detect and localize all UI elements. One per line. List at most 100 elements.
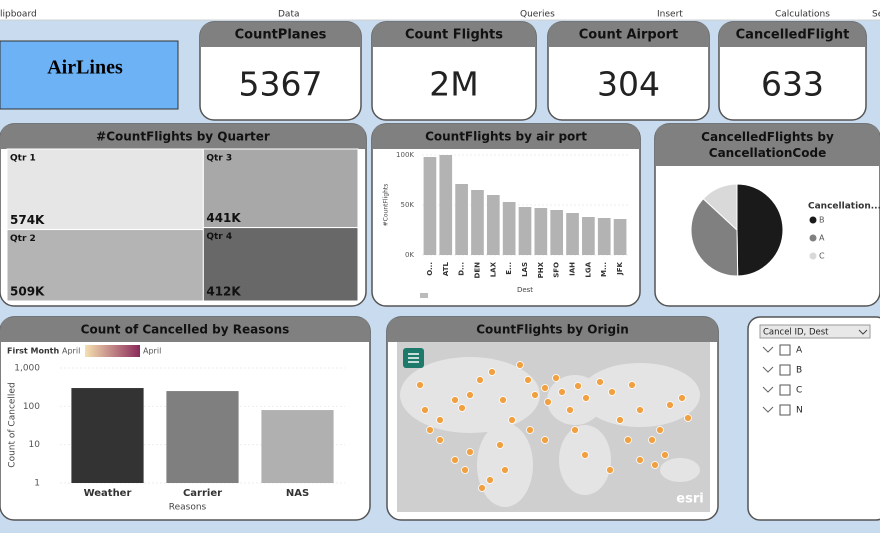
- tile-label: Qtr 1: [10, 154, 36, 164]
- map-point: [416, 381, 424, 389]
- y-tick-label: 1: [34, 479, 40, 489]
- chart-title: Count of Cancelled by Reasons: [81, 323, 290, 337]
- map-point: [606, 466, 614, 474]
- map-point: [478, 484, 486, 492]
- x-tick-label: D...: [458, 262, 466, 276]
- panel-header: [0, 124, 366, 149]
- card-title: CancelledFlight: [736, 28, 850, 43]
- card-value: 304: [597, 65, 660, 104]
- bar: [534, 208, 548, 255]
- map-point: [421, 406, 429, 414]
- map-point: [466, 391, 474, 399]
- map-point: [582, 394, 590, 402]
- tile-value: 441K: [206, 211, 241, 225]
- y-tick-label: 100: [23, 402, 40, 412]
- y-tick-label: 50K: [401, 201, 415, 209]
- map-point: [651, 461, 659, 469]
- bar: [486, 195, 500, 255]
- slicer-chevron: [762, 406, 774, 413]
- map-point: [531, 391, 539, 399]
- map-point: [558, 388, 566, 396]
- bar: [261, 410, 334, 483]
- panel-header: [0, 317, 370, 342]
- x-tick-label: IAH: [569, 262, 577, 276]
- chart-title-line: CancelledFlights by: [701, 130, 834, 144]
- panel-header: [719, 22, 866, 47]
- map-point: [608, 388, 616, 396]
- legend-label: A: [819, 234, 825, 243]
- y-axis-title: Count of Cancelled: [8, 382, 18, 467]
- map-point: [636, 406, 644, 414]
- x-tick-label: SFO: [553, 262, 561, 278]
- card-value: 633: [761, 65, 824, 104]
- slicer-item[interactable]: C: [796, 386, 802, 396]
- chart-title: CancelledFlights by CancellationCode: [701, 130, 834, 160]
- logo-box: [0, 40, 179, 110]
- x-tick-label: PHX: [537, 261, 545, 278]
- bar: [71, 388, 144, 483]
- ribbon-tab[interactable]: Se: [872, 10, 880, 20]
- x-tick-label: NAS: [286, 488, 309, 499]
- card-title: Count Flights: [405, 28, 503, 43]
- y-tick-label: 10: [29, 440, 41, 450]
- x-tick-label: JFK: [616, 261, 624, 275]
- tile-label: Qtr 4: [206, 232, 232, 242]
- map-point: [451, 396, 459, 404]
- slicer-item[interactable]: B: [796, 366, 802, 376]
- slicer-checkbox[interactable]: [779, 364, 791, 376]
- card-value: 5367: [239, 65, 323, 104]
- card-title: CountPlanes: [235, 28, 327, 43]
- land: [477, 423, 533, 507]
- x-tick-label: LAS: [521, 262, 529, 277]
- x-tick-label: E...: [505, 262, 513, 275]
- map-point: [616, 416, 624, 424]
- panel-header: [655, 124, 880, 166]
- slicer-checkbox[interactable]: [779, 404, 791, 416]
- legend-min: April: [62, 347, 80, 356]
- y-axis-title: #CountFlights: [383, 184, 390, 227]
- panel-header: [387, 317, 718, 342]
- map-attribution: esri: [676, 492, 703, 507]
- slicer-checkbox[interactable]: [779, 384, 791, 396]
- bar: [439, 155, 453, 255]
- bar: [613, 219, 627, 255]
- map-point: [524, 376, 532, 384]
- map-point: [501, 466, 509, 474]
- x-tick-label: O...: [426, 262, 434, 276]
- ribbon-tab[interactable]: Calculations: [775, 10, 830, 20]
- legend-title: Cancellation...: [808, 202, 880, 212]
- map-point: [458, 404, 466, 412]
- ribbon-tab[interactable]: Data: [278, 10, 300, 20]
- legend-scale: [85, 345, 140, 357]
- bar: [502, 202, 516, 255]
- slicer-item[interactable]: N: [796, 406, 803, 416]
- tile-value: 509K: [10, 285, 45, 299]
- treemap-tile: [202, 148, 359, 229]
- y-tick-label: 0K: [405, 251, 414, 259]
- tile-value: 574K: [10, 213, 45, 227]
- scrollbar[interactable]: [420, 293, 428, 298]
- ribbon-tab[interactable]: Queries: [520, 10, 555, 20]
- map-point: [488, 368, 496, 376]
- map-point: [628, 381, 636, 389]
- map-point: [461, 466, 469, 474]
- map-point: [552, 374, 560, 382]
- panel-header: [372, 22, 536, 47]
- slicer-chevron: [762, 386, 774, 393]
- slicer-item[interactable]: A: [796, 346, 803, 356]
- legend-marker: [809, 234, 817, 242]
- map-point: [581, 451, 589, 459]
- slicer-dropdown[interactable]: [759, 324, 871, 339]
- ribbon-tab[interactable]: lipboard: [0, 10, 37, 20]
- pie-slice: [736, 183, 784, 277]
- slicer-checkbox[interactable]: [779, 344, 791, 356]
- x-axis-title: Dest: [517, 286, 533, 294]
- slicer-title: Cancel ID, Dest: [763, 328, 829, 338]
- tile-value: 412K: [206, 285, 241, 299]
- ribbon-tab[interactable]: Insert: [657, 10, 683, 20]
- map-point: [451, 456, 459, 464]
- map-point: [544, 398, 552, 406]
- bar: [471, 190, 484, 255]
- map-point: [496, 441, 504, 449]
- bar: [166, 391, 239, 483]
